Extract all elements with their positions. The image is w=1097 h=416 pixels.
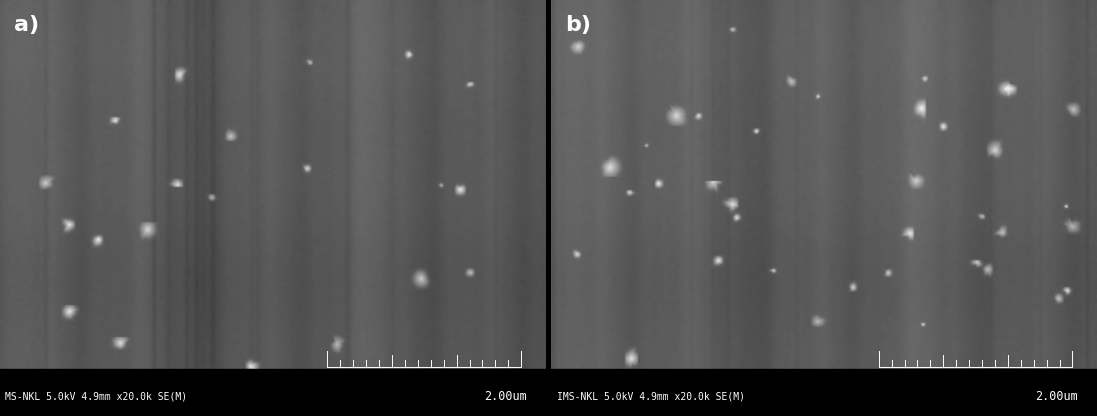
Text: 2.00um: 2.00um bbox=[1036, 390, 1078, 403]
Text: b): b) bbox=[565, 15, 591, 35]
Bar bbox=[0, 369, 546, 416]
Text: IMS-NKL 5.0kV 4.9mm x20.0k SE(M): IMS-NKL 5.0kV 4.9mm x20.0k SE(M) bbox=[556, 391, 745, 401]
Text: a): a) bbox=[13, 15, 38, 35]
Bar bbox=[551, 369, 1097, 416]
Text: 2.00um: 2.00um bbox=[484, 390, 527, 403]
Text: MS-NKL 5.0kV 4.9mm x20.0k SE(M): MS-NKL 5.0kV 4.9mm x20.0k SE(M) bbox=[5, 391, 188, 401]
